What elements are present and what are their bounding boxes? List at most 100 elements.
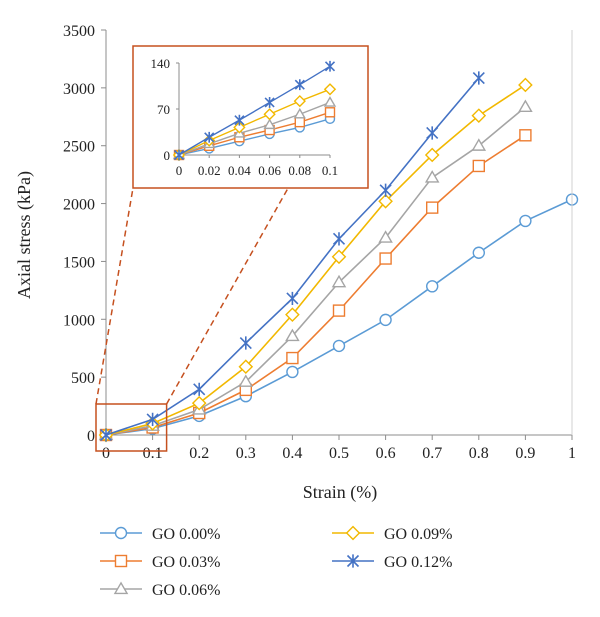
y-tick-label: 0 xyxy=(87,428,95,445)
legend-marker xyxy=(345,525,361,541)
data-point xyxy=(472,159,485,173)
y-tick-label: 1500 xyxy=(63,254,95,271)
y-tick-label: 3500 xyxy=(63,23,95,40)
x-tick-label: 0.1 xyxy=(143,445,163,462)
data-point xyxy=(332,232,346,246)
x-tick-label: 0.5 xyxy=(329,445,349,462)
legend-label: GO 0.00% xyxy=(152,526,220,543)
data-point xyxy=(286,351,299,365)
inset-data-point xyxy=(294,79,305,91)
legend-marker xyxy=(114,526,128,540)
data-point xyxy=(472,246,485,259)
inset-series-line xyxy=(178,65,331,156)
legend-label: GO 0.03% xyxy=(152,554,220,571)
legend-marker xyxy=(346,554,360,568)
data-point xyxy=(472,71,485,85)
legend-item: GO 0.03% xyxy=(100,554,220,571)
data-point xyxy=(286,365,299,379)
data-point xyxy=(518,77,533,93)
x-tick-label: 0.2 xyxy=(189,445,209,462)
data-point xyxy=(285,328,300,342)
legend-marker xyxy=(113,581,129,595)
data-point xyxy=(286,291,299,306)
data-point xyxy=(471,138,487,151)
x-tick-label: 0.6 xyxy=(376,445,396,462)
data-point xyxy=(378,230,393,243)
data-point xyxy=(238,359,254,375)
inset-data-point xyxy=(264,97,275,108)
inset-data-point xyxy=(293,94,306,108)
inset-x-tick-label: 0 xyxy=(176,163,183,178)
series-line xyxy=(105,106,526,436)
inset-data-point xyxy=(233,121,246,134)
legend-item: GO 0.06% xyxy=(100,581,220,599)
data-point xyxy=(99,428,113,442)
data-point xyxy=(332,339,346,353)
data-point xyxy=(518,99,533,113)
x-tick-label: 0.4 xyxy=(282,445,302,462)
inset-series xyxy=(173,60,336,161)
series-line xyxy=(105,134,526,436)
series xyxy=(99,71,485,442)
inset-data-point xyxy=(293,107,306,119)
legend-item: GO 0.12% xyxy=(332,554,452,571)
main-plot: 0 0.1 0.2 0.3 0.4 0.5 0.6 0.7 0.8 0.9 1 0 500 1000 150… xyxy=(63,23,579,462)
inset-x-tick-label: 0.02 xyxy=(198,163,221,178)
data-point xyxy=(519,129,532,142)
data-point xyxy=(331,249,347,265)
data-point xyxy=(471,108,487,123)
inset-y-tick-label: 140 xyxy=(151,56,171,71)
inset-y-tick-label: 0 xyxy=(164,148,171,163)
inset-y-tick-label: 70 xyxy=(157,102,170,117)
inset-data-point xyxy=(173,149,185,161)
y-tick-label: 3000 xyxy=(63,81,95,98)
inset-data-point xyxy=(263,108,276,121)
data-point xyxy=(378,193,393,209)
legend: GO 0.00% GO 0.03% GO 0.06% GO 0.09% GO 0.12% xyxy=(100,525,452,599)
inset-data-point xyxy=(204,131,215,143)
y-tick-label: 2000 xyxy=(63,197,95,214)
y-axis-title: Axial stress (kPa) xyxy=(14,171,35,299)
inset-data-point xyxy=(324,60,336,72)
x-axis-title: Strain (%) xyxy=(303,482,377,503)
inset-data-point xyxy=(324,107,336,118)
series xyxy=(99,193,579,442)
data-point xyxy=(424,147,440,163)
inset-series xyxy=(172,83,337,162)
x-tick-label: 0.8 xyxy=(469,445,489,462)
zoom-region-box xyxy=(95,403,168,452)
legend-item: GO 0.09% xyxy=(332,525,452,543)
data-point xyxy=(379,183,392,197)
inset-data-point xyxy=(323,83,337,96)
data-point xyxy=(379,252,392,265)
legend-marker xyxy=(114,554,128,568)
legend-label: GO 0.12% xyxy=(384,554,452,571)
data-point xyxy=(193,382,206,396)
inset-x-tick-label: 0.1 xyxy=(322,163,338,178)
legend-label: GO 0.06% xyxy=(152,582,220,599)
data-point xyxy=(424,170,440,183)
data-point xyxy=(191,395,207,411)
data-point xyxy=(426,126,439,140)
inset-data-point xyxy=(263,118,276,130)
data-point xyxy=(239,336,252,350)
legend-label: GO 0.09% xyxy=(384,526,452,543)
data-point xyxy=(146,412,159,426)
data-point xyxy=(238,374,254,387)
inset-x-tick-label: 0.06 xyxy=(258,163,281,178)
data-point xyxy=(426,201,439,214)
legend-item: GO 0.00% xyxy=(100,526,220,543)
data-point xyxy=(426,280,439,293)
data-point xyxy=(519,214,532,228)
x-tick-label: 0.7 xyxy=(422,445,442,462)
inset-data-point xyxy=(234,114,245,126)
x-tick-label: 0.9 xyxy=(515,445,535,462)
x-tick-label: 1 xyxy=(568,445,576,462)
data-point xyxy=(332,304,346,317)
inset-data-point xyxy=(294,116,305,128)
x-tick-label: 0 xyxy=(102,445,110,462)
data-point xyxy=(285,307,300,322)
inset-data-point xyxy=(323,96,337,107)
data-point xyxy=(331,274,347,288)
